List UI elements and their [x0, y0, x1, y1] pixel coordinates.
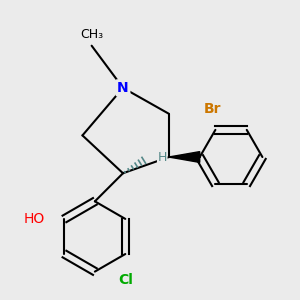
Text: CH₃: CH₃ — [80, 28, 103, 41]
Text: Br: Br — [204, 102, 221, 116]
Text: HO: HO — [24, 212, 45, 226]
Polygon shape — [169, 152, 200, 162]
Text: Cl: Cl — [118, 273, 133, 287]
Text: N: N — [117, 81, 129, 95]
Text: H: H — [158, 151, 167, 164]
